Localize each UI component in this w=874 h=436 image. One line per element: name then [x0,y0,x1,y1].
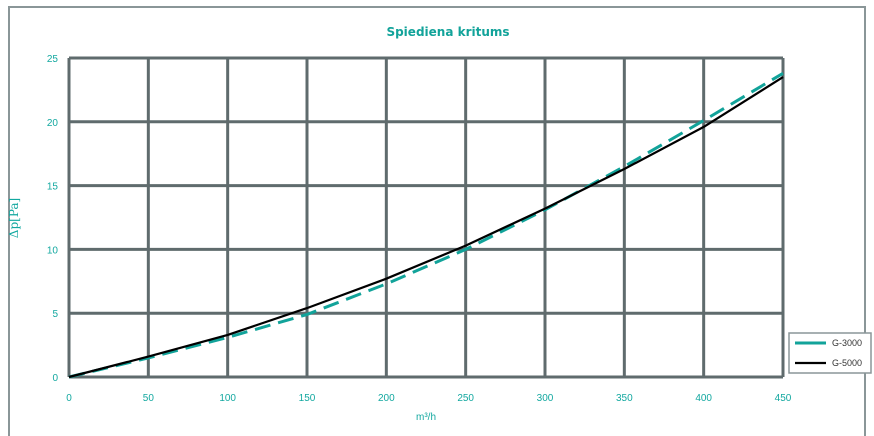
x-tick-label: 400 [695,393,712,404]
x-tick-label: 150 [299,393,316,404]
x-tick-label: 450 [775,393,792,404]
chart-title: Spiediena kritums [386,25,509,39]
y-tick-label: 5 [52,309,58,320]
x-axis-label: m³/h [416,412,436,423]
series-line-g-3000 [68,72,784,379]
y-axis-label: Δp[Pa] [7,198,21,238]
legend-box [788,332,872,374]
x-tick-label: 250 [457,393,474,404]
x-tick-label: 350 [616,393,633,404]
y-tick-label: 25 [47,54,59,65]
series-line-g-5000 [68,76,784,379]
x-tick-label: 0 [66,393,72,404]
x-tick-label: 200 [378,393,395,404]
chart-legend: G-3000 G-5000 [788,332,872,374]
y-axis-ticks: 0 5 10 15 20 25 [47,54,59,384]
y-tick-label: 10 [47,245,59,256]
x-tick-label: 100 [219,393,236,404]
chart-grid [67,56,785,379]
x-tick-label: 50 [143,393,155,404]
y-tick-label: 0 [52,373,58,384]
legend-label: G-5000 [832,358,862,368]
x-tick-label: 300 [537,393,554,404]
chart-frame [8,6,866,436]
x-axis-ticks: 0 50 100 150 200 250 300 350 400 450 [66,393,792,404]
legend-label: G-3000 [832,338,862,348]
y-tick-label: 20 [47,118,59,129]
y-tick-label: 15 [47,182,59,193]
chart-series [68,72,784,379]
